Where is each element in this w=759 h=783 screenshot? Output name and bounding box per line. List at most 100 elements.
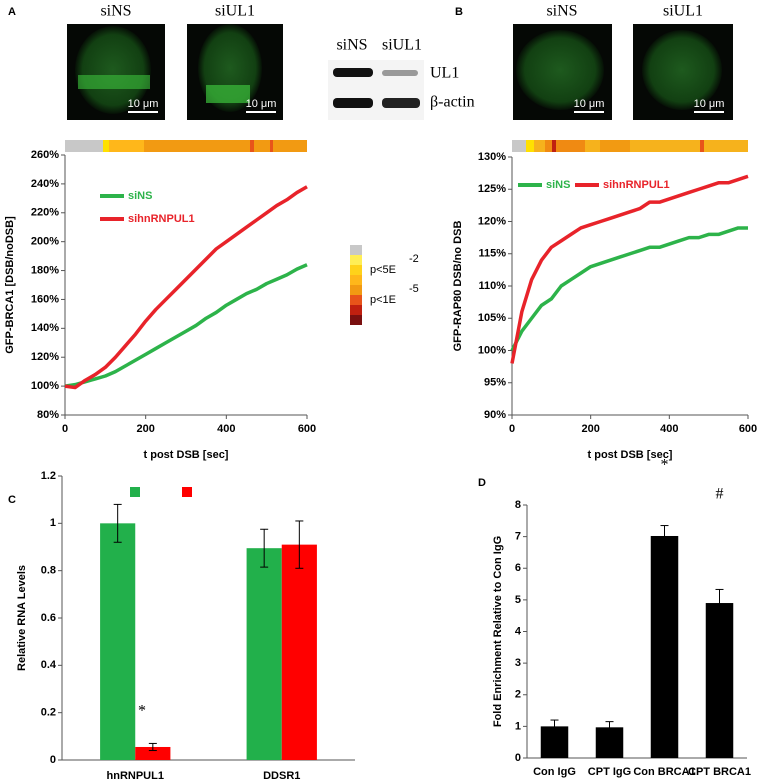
panel-label: C	[8, 494, 16, 506]
y-tick-label: 160%	[31, 293, 59, 305]
y-tick-label: 0	[50, 754, 56, 766]
y-tick-label: 95%	[484, 377, 506, 389]
significance-strip	[65, 140, 307, 152]
x-axis-label: t post DSB [sec]	[588, 449, 673, 461]
y-tick-label: 1.2	[41, 470, 56, 482]
p-scale-exponent: -5	[409, 283, 419, 295]
p-scale-label: p<5E	[370, 264, 396, 276]
micrograph-label: siNS	[100, 3, 131, 20]
y-tick-label: 120%	[31, 351, 59, 363]
y-tick-label: 0	[515, 752, 521, 764]
bar	[246, 548, 282, 760]
y-tick-label: 6	[515, 562, 521, 574]
x-tick-label: DDSR1	[263, 770, 300, 782]
y-tick-label: 7	[515, 531, 521, 543]
micrograph-label: siUL1	[663, 3, 703, 20]
panel-label: B	[455, 6, 463, 18]
legend-label: siNS	[128, 190, 152, 202]
micrograph: 10 μm	[513, 24, 612, 120]
micrograph-label: siNS	[546, 3, 577, 20]
legend-label: sihnRNPUL1	[128, 213, 195, 225]
blot-row-label: UL1	[430, 65, 459, 82]
y-tick-label: 110%	[478, 280, 506, 292]
micrograph: 10 μm	[187, 24, 283, 120]
x-tick-label: 200	[136, 423, 154, 435]
y-tick-label: 220%	[31, 207, 59, 219]
bar	[100, 523, 136, 760]
y-axis-label: GFP-BRCA1 [DSB/noDSB]	[4, 216, 16, 354]
bar	[650, 535, 679, 758]
y-tick-label: 140%	[31, 322, 59, 334]
p-scale-exponent: -2	[409, 253, 419, 265]
y-tick-label: 260%	[31, 149, 59, 161]
y-tick-label: 80%	[37, 409, 59, 421]
y-tick-label: 100%	[478, 344, 506, 356]
y-tick-label: 125%	[478, 183, 506, 195]
x-tick-label: Con IgG	[533, 766, 576, 778]
y-tick-label: 5	[515, 594, 521, 606]
blot-lane-label: siUL1	[382, 37, 422, 54]
x-tick-label: 600	[298, 423, 316, 435]
x-tick-label: hnRNPUL1	[107, 770, 164, 782]
bar	[705, 603, 734, 758]
y-axis-label: GFP-RAP80 DSB/no DSB	[452, 221, 464, 352]
line	[510, 174, 749, 364]
legend-label: sihnRNPUL1	[603, 179, 670, 191]
y-tick-label: 240%	[31, 178, 59, 190]
y-tick-label: 8	[515, 499, 521, 511]
bar	[281, 544, 317, 760]
x-tick-label: CPT IgG	[588, 766, 631, 778]
y-axis-label: Relative RNA Levels	[16, 565, 28, 671]
x-tick-label: 400	[217, 423, 235, 435]
y-tick-label: 180%	[31, 264, 59, 276]
line	[64, 185, 308, 390]
x-tick-label: Con BRCA1	[633, 766, 695, 778]
annotation: #	[716, 486, 724, 503]
blot-lane-label: siNS	[336, 37, 367, 54]
panel-label: D	[478, 477, 486, 489]
y-tick-label: 130%	[478, 151, 506, 163]
x-tick-label: 0	[62, 423, 68, 435]
annotation: *	[661, 457, 669, 474]
legend-swatch	[182, 487, 192, 497]
scale-bar-label: 10 μm	[246, 98, 277, 110]
line	[510, 226, 748, 352]
micrograph: 10 μm	[67, 24, 165, 120]
y-tick-label: 3	[515, 657, 521, 669]
legend-label: siNS	[143, 486, 167, 498]
x-tick-label: 200	[581, 423, 599, 435]
y-tick-label: 105%	[478, 312, 506, 324]
annotation: *	[138, 703, 146, 720]
x-axis-label: t post DSB [sec]	[144, 449, 229, 461]
y-tick-label: 1	[50, 517, 56, 529]
micrograph: 10 μm	[633, 24, 733, 120]
y-tick-label: 0.2	[41, 707, 56, 719]
y-tick-label: 200%	[31, 236, 59, 248]
panel-label: A	[8, 6, 16, 18]
legend-swatch	[130, 487, 140, 497]
y-axis-label: Fold Enrichment Relative to Con IgG	[492, 536, 504, 727]
scale-bar-label: 10 μm	[128, 98, 159, 110]
line	[64, 263, 308, 388]
x-tick-label: CPT BRCA1	[688, 766, 751, 778]
micrograph-label: siUL1	[215, 3, 255, 20]
scale-bar-label: 10 μm	[694, 98, 725, 110]
y-tick-label: 90%	[484, 409, 506, 421]
scale-bar-label: 10 μm	[574, 98, 605, 110]
y-tick-label: 100%	[31, 380, 59, 392]
y-tick-label: 2	[515, 689, 521, 701]
legend-label: siNS	[546, 179, 570, 191]
significance-strip	[512, 140, 748, 152]
y-tick-label: 115%	[478, 248, 506, 260]
y-tick-label: 0.6	[41, 612, 56, 624]
legend-label: sihnRNPUL1	[195, 486, 262, 498]
y-tick-label: 0.8	[41, 565, 56, 577]
y-tick-label: 120%	[478, 215, 506, 227]
p-value-scale	[350, 245, 362, 325]
x-tick-label: 600	[739, 423, 757, 435]
blot-row-label: β-actin	[430, 94, 475, 111]
y-tick-label: 0.4	[41, 659, 57, 671]
x-tick-label: 400	[660, 423, 678, 435]
